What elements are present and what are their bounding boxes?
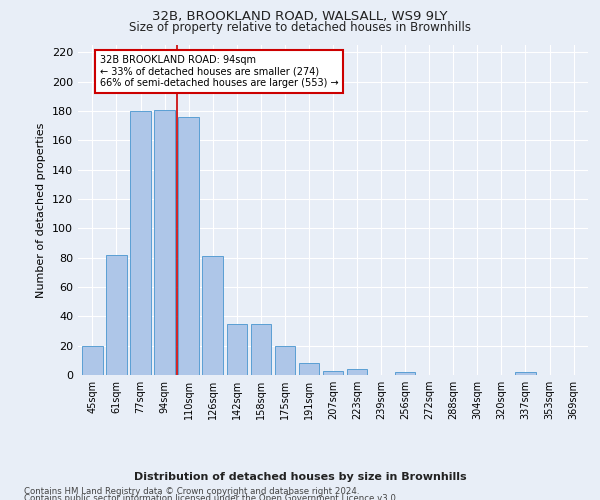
Bar bbox=[323, 370, 343, 375]
Bar bbox=[202, 256, 223, 375]
Bar bbox=[395, 372, 415, 375]
Bar bbox=[251, 324, 271, 375]
Bar bbox=[515, 372, 536, 375]
Bar bbox=[106, 254, 127, 375]
Text: 32B, BROOKLAND ROAD, WALSALL, WS9 9LY: 32B, BROOKLAND ROAD, WALSALL, WS9 9LY bbox=[152, 10, 448, 23]
Bar bbox=[299, 364, 319, 375]
Bar bbox=[178, 117, 199, 375]
Text: Distribution of detached houses by size in Brownhills: Distribution of detached houses by size … bbox=[134, 472, 466, 482]
Bar bbox=[154, 110, 175, 375]
Text: Size of property relative to detached houses in Brownhills: Size of property relative to detached ho… bbox=[129, 21, 471, 34]
Text: Contains public sector information licensed under the Open Government Licence v3: Contains public sector information licen… bbox=[24, 494, 398, 500]
Bar bbox=[347, 369, 367, 375]
Text: 32B BROOKLAND ROAD: 94sqm
← 33% of detached houses are smaller (274)
66% of semi: 32B BROOKLAND ROAD: 94sqm ← 33% of detac… bbox=[100, 56, 338, 88]
Y-axis label: Number of detached properties: Number of detached properties bbox=[37, 122, 46, 298]
Bar bbox=[275, 346, 295, 375]
Bar bbox=[227, 324, 247, 375]
Text: Contains HM Land Registry data © Crown copyright and database right 2024.: Contains HM Land Registry data © Crown c… bbox=[24, 488, 359, 496]
Bar bbox=[130, 111, 151, 375]
Bar bbox=[82, 346, 103, 375]
